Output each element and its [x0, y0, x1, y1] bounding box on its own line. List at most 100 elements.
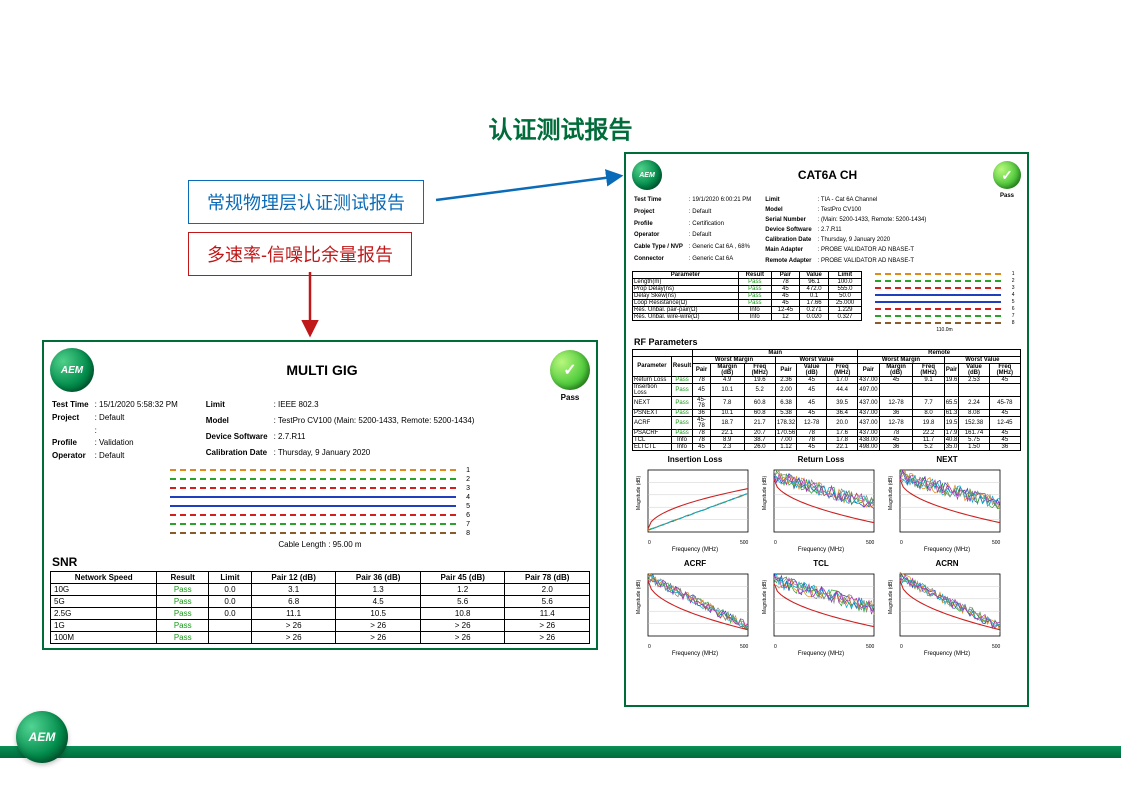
meta-value: : Generic Cat 6A [689, 255, 755, 265]
meta-value: : 2.7.R11 [818, 226, 931, 234]
table-header: Pair 36 (dB) [336, 571, 421, 583]
table-row: PSACRFPass7822.120.7170.567817.6437.0078… [633, 429, 1021, 436]
meta-label: Serial Number [765, 216, 815, 224]
svg-text:0: 0 [900, 540, 903, 546]
footer-bar [0, 746, 1121, 758]
meta-value: : Default [95, 413, 182, 424]
meta-value: : Thursday, 9 January 2020 [274, 448, 479, 462]
svg-text:500: 500 [740, 644, 749, 650]
svg-text:Magnitude (dB): Magnitude (dB) [762, 475, 768, 510]
table-header: Result [157, 571, 209, 583]
pass-badge: Pass [550, 350, 590, 390]
table-row: Length(m)Pass7896.1100.0 [633, 278, 862, 285]
svg-text:Magnitude (dB): Magnitude (dB) [636, 475, 642, 510]
svg-text:Magnitude (dB): Magnitude (dB) [762, 579, 768, 614]
aem-logo: AEM [50, 348, 94, 392]
chart-xlabel: Frequency (MHz) [760, 651, 882, 657]
meta-value: : Generic Cat 6A , 68% [689, 243, 755, 253]
rf-charts: Insertion Loss Magnitude (dB) 0 500 Freq… [632, 451, 1021, 661]
meta-label: Test Time [634, 196, 687, 206]
table-row: PSNEXTPass3610.160.85.384536.4437.00368.… [633, 409, 1021, 416]
meta-value: : TIA - Cat 6A Channel [818, 196, 931, 204]
meta-value: : TestPro CV100 (Main: 5200-1433, Remote… [274, 416, 479, 430]
meta-value: : IEEE 802.3 [274, 400, 479, 414]
meta-value: : PROBE VALIDATOR AD NBASE-T [818, 246, 931, 254]
chart-xlabel: Frequency (MHz) [634, 651, 756, 657]
table-row: 1GPass> 26> 26> 26> 26 [51, 619, 590, 631]
meta-label: Model [765, 206, 815, 214]
chart-xlabel: Frequency (MHz) [634, 547, 756, 553]
meta-label: Operator [634, 231, 687, 241]
meta-label: Limit [765, 196, 815, 204]
page-title: 认证测试报告 [0, 110, 1121, 145]
chart-rl: Return Loss Magnitude (dB) 0 500 Frequen… [760, 455, 882, 553]
rf-heading: RF Parameters [634, 337, 1021, 347]
meta-label: Device Software [206, 432, 272, 446]
footer-aem-badge: AEM [16, 711, 68, 763]
table-row: Delay Skew(ns)Pass450.150.0 [633, 292, 862, 299]
svg-text:500: 500 [740, 540, 749, 546]
report1-meta-right: Limit: IEEE 802.3Model: TestPro CV100 (M… [204, 398, 481, 464]
meta-label: Calibration Date [206, 448, 272, 462]
report1-meta-left: Test Time: 15/1/2020 5:58:32 PMProject: … [50, 398, 184, 464]
meta-value: : 2.7.R11 [274, 432, 479, 446]
table-header: Network Speed [51, 571, 157, 583]
meta-label [52, 426, 93, 437]
table-row: Insertion LossPass4510.15.22.004544.4497… [633, 383, 1021, 396]
chart-il: Insertion Loss Magnitude (dB) 0 500 Freq… [634, 455, 756, 553]
meta-label: Remote Adapter [765, 257, 815, 265]
svg-text:0: 0 [648, 644, 651, 650]
table-row: 100MPass> 26> 26> 26> 26 [51, 631, 590, 643]
meta-value: : TestPro CV100 [818, 206, 931, 214]
meta-value: : Default [689, 208, 755, 218]
callout-snr-report: 多速率-信噪比余量报告 [188, 232, 412, 276]
chart-xlabel: Frequency (MHz) [760, 547, 882, 553]
meta-label: Limit [206, 400, 272, 414]
pair-lines: 12345678 [875, 271, 1015, 327]
svg-text:500: 500 [992, 644, 1001, 650]
meta-value: : Thursday, 9 January 2020 [818, 236, 931, 244]
svg-text:500: 500 [992, 540, 1001, 546]
pass-label: Pass [561, 393, 580, 402]
meta-value: : 15/1/2020 5:58:32 PM [95, 400, 182, 411]
chart-acrn: ACRN Magnitude (dB) 0 500 Frequency (MHz… [886, 559, 1008, 657]
meta-value: : (Main: 5200-1433, Remote: 5200-1434) [818, 216, 931, 224]
meta-label: Main Adapter [765, 246, 815, 254]
chart-title: NEXT [886, 455, 1008, 464]
meta-value: : Default [95, 451, 182, 462]
svg-text:0: 0 [648, 540, 651, 546]
table-row: Res. Unbal. pair-pair(Ω)Info12-450.2711.… [633, 306, 862, 313]
parameter-table: ParameterResultPairValueLimit Length(m)P… [632, 271, 862, 321]
svg-text:0: 0 [900, 644, 903, 650]
meta-label: Cable Type / NVP [634, 243, 687, 253]
report2-meta-right: Limit: TIA - Cat 6A ChannelModel: TestPr… [763, 194, 932, 267]
report-multigig: AEM MULTI GIG Pass Test Time: 15/1/2020 … [42, 340, 598, 650]
meta-label: Device Software [765, 226, 815, 234]
table-header: Pair 78 (dB) [505, 571, 590, 583]
aem-logo: AEM [632, 160, 662, 190]
snr-heading: SNR [52, 555, 590, 569]
table-row: Return LossPass784.919.62.364517.0437.00… [633, 376, 1021, 383]
chart-title: Insertion Loss [634, 455, 756, 464]
pass-label: Pass [1000, 193, 1014, 199]
pair-lines: 12345678 [170, 466, 470, 538]
table-row: 2.5GPass0.011.110.510.811.4 [51, 607, 590, 619]
table-row: Res. Unbal. wire-wire(Ω)Info120.0200.327 [633, 313, 862, 320]
chart-next: NEXT Magnitude (dB) 0 500 Frequency (MHz… [886, 455, 1008, 553]
meta-label: Profile [52, 438, 93, 449]
meta-label: Model [206, 416, 272, 430]
table-row: Prop Delay(ns)Pass45472.0555.0 [633, 285, 862, 292]
table-row: 10GPass0.03.11.31.22.0 [51, 583, 590, 595]
svg-text:Magnitude (dB): Magnitude (dB) [636, 579, 642, 614]
meta-value: : Certification [689, 220, 755, 230]
report2-title: CAT6A CH [662, 168, 993, 182]
table-row: ELTCTLInfo452.326.01.124522.1498.00365.2… [633, 443, 1021, 450]
chart-xlabel: Frequency (MHz) [886, 547, 1008, 553]
chart-xlabel: Frequency (MHz) [886, 651, 1008, 657]
chart-title: ACRF [634, 559, 756, 568]
callout-physical-report: 常规物理层认证测试报告 [188, 180, 424, 224]
chart-title: ACRN [886, 559, 1008, 568]
table-row: Loop Resistance(Ω)Pass4517.6625.000 [633, 299, 862, 306]
chart-acrf: ACRF Magnitude (dB) 0 500 Frequency (MHz… [634, 559, 756, 657]
report1-title: MULTI GIG [94, 362, 550, 378]
